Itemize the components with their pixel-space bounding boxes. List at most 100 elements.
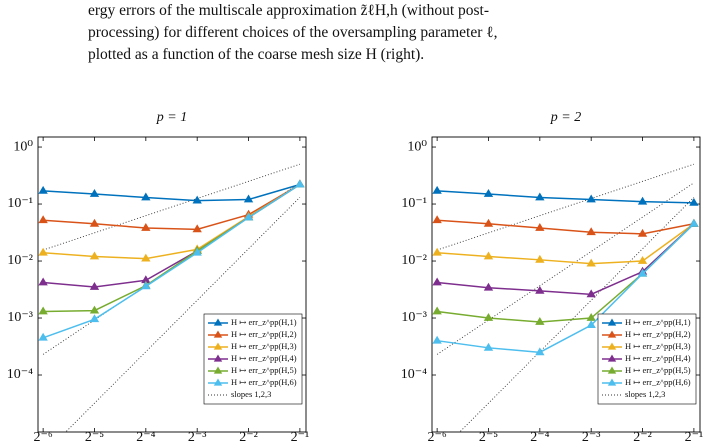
x-tick-label: 2⁻³ bbox=[188, 430, 207, 443]
x-tick-label: 2⁻⁵ bbox=[479, 430, 498, 443]
marker bbox=[432, 277, 442, 286]
chart-title: p = 1 bbox=[156, 110, 187, 125]
legend-label: H ↦ err_z^pp(H,6) bbox=[231, 377, 297, 387]
marker bbox=[689, 197, 699, 206]
legend-marker bbox=[213, 318, 223, 326]
y-tick-label: 10⁰ bbox=[407, 139, 427, 154]
marker bbox=[432, 306, 442, 315]
legend-label: H ↦ err_z^pp(H,3) bbox=[231, 341, 297, 351]
marker bbox=[637, 196, 648, 205]
legend-marker bbox=[213, 330, 223, 338]
legend-marker bbox=[607, 354, 617, 362]
marker bbox=[535, 222, 545, 231]
marker bbox=[483, 218, 494, 227]
legend-marker bbox=[607, 342, 617, 350]
y-tick-label: 10⁻³ bbox=[7, 310, 33, 325]
marker bbox=[483, 342, 494, 351]
legend-marker bbox=[607, 330, 617, 338]
legend-label: H ↦ err_z^pp(H,2) bbox=[231, 329, 297, 339]
marker bbox=[89, 305, 100, 314]
x-tick-label: 2⁻² bbox=[633, 430, 652, 443]
marker bbox=[141, 222, 151, 231]
x-tick-label: 2⁻¹ bbox=[685, 430, 704, 443]
series-line bbox=[437, 219, 695, 235]
legend-marker bbox=[213, 366, 223, 374]
slope-line bbox=[436, 163, 695, 251]
marker bbox=[535, 347, 545, 356]
caption-line: ergy errors of the multiscale approximat… bbox=[88, 2, 490, 19]
marker bbox=[586, 194, 596, 203]
marker bbox=[637, 256, 648, 264]
marker bbox=[689, 218, 699, 227]
legend-label: H ↦ err_z^pp(H,6) bbox=[625, 377, 691, 387]
marker bbox=[483, 282, 494, 291]
y-tick-label: 10⁻³ bbox=[401, 310, 427, 325]
series-line bbox=[437, 223, 695, 354]
marker bbox=[38, 332, 48, 341]
chart: p = 2 2⁻⁶ 2⁻⁵ 2⁻⁴ 2⁻³ 2⁻² 2⁻¹ 10⁻⁴ 10⁻³ 10⁻² 10⁻¹ 1… bbox=[401, 110, 703, 443]
legend-marker bbox=[213, 342, 223, 350]
legend-label: H ↦ err_z^pp(H,4) bbox=[625, 353, 691, 363]
legend-marker bbox=[607, 366, 617, 374]
chart-title: p = 2 bbox=[550, 110, 581, 125]
marker bbox=[89, 282, 100, 290]
legend-label: H ↦ err_z^pp(H,1) bbox=[625, 317, 691, 327]
y-tick-label: 10⁻¹ bbox=[7, 196, 33, 211]
slope-line bbox=[42, 182, 301, 355]
marker bbox=[637, 268, 648, 277]
marker bbox=[38, 215, 48, 224]
legend-label: H ↦ err_z^pp(H,3) bbox=[625, 341, 691, 351]
y-tick-label: 10⁻⁴ bbox=[401, 367, 427, 382]
marker bbox=[432, 215, 442, 224]
y-tick-label: 10⁻² bbox=[401, 253, 427, 268]
marker bbox=[586, 227, 596, 236]
x-tick-label: 2⁻² bbox=[239, 430, 258, 443]
marker bbox=[192, 195, 202, 204]
plot-frame bbox=[37, 136, 307, 433]
legend-marker bbox=[607, 378, 617, 386]
y-tick-label: 10⁰ bbox=[13, 139, 33, 154]
y-tick-label: 10⁻⁴ bbox=[7, 367, 33, 382]
legend: H ↦ err_z^pp(H,1) H ↦ err_z^pp(H,2) H ↦ er… bbox=[203, 313, 303, 405]
x-tick-label: 2⁻³ bbox=[582, 430, 601, 443]
series-line bbox=[43, 183, 301, 202]
marker bbox=[586, 258, 596, 267]
legend-marker bbox=[213, 354, 223, 362]
y-tick-label: 10⁻² bbox=[7, 253, 33, 268]
legend-label: H ↦ err_z^pp(H,1) bbox=[231, 317, 297, 327]
x-tick-label: 2⁻⁴ bbox=[136, 430, 155, 443]
marker bbox=[432, 247, 442, 256]
marker bbox=[586, 289, 596, 298]
slope-line bbox=[459, 197, 695, 432]
marker bbox=[432, 185, 442, 194]
legend-label: H ↦ err_z^pp(H,2) bbox=[625, 329, 691, 339]
legend-label: slopes 1,2,3 bbox=[231, 389, 271, 399]
legend-marker bbox=[607, 318, 617, 326]
marker bbox=[192, 247, 202, 256]
plot-frame bbox=[431, 136, 701, 433]
marker bbox=[38, 306, 48, 315]
marker bbox=[432, 335, 442, 344]
slope-line bbox=[42, 163, 301, 251]
legend-label: slopes 1,2,3 bbox=[625, 389, 665, 399]
x-tick-label: 2⁻⁶ bbox=[33, 430, 52, 443]
x-tick-label: 2⁻⁵ bbox=[85, 430, 104, 443]
marker bbox=[483, 189, 494, 197]
series-line bbox=[437, 223, 695, 265]
marker bbox=[637, 228, 648, 237]
chart: p = 1 2⁻⁶ 2⁻⁵ 2⁻⁴ 2⁻³ 2⁻² 2⁻¹ 10⁻⁴ 10⁻³ 10⁻² 10⁻¹ 1… bbox=[7, 110, 309, 443]
slope-line bbox=[65, 197, 301, 432]
marker bbox=[535, 192, 545, 201]
x-tick-label: 2⁻⁶ bbox=[427, 430, 446, 443]
legend-marker bbox=[213, 378, 223, 386]
marker bbox=[243, 194, 254, 203]
slope-line bbox=[436, 182, 695, 355]
series-line bbox=[437, 190, 694, 204]
marker bbox=[141, 192, 151, 201]
marker bbox=[483, 313, 494, 321]
legend-label: H ↦ err_z^pp(H,4) bbox=[231, 353, 297, 363]
series-line bbox=[42, 183, 301, 339]
plot-area bbox=[38, 163, 305, 432]
marker bbox=[89, 218, 100, 227]
